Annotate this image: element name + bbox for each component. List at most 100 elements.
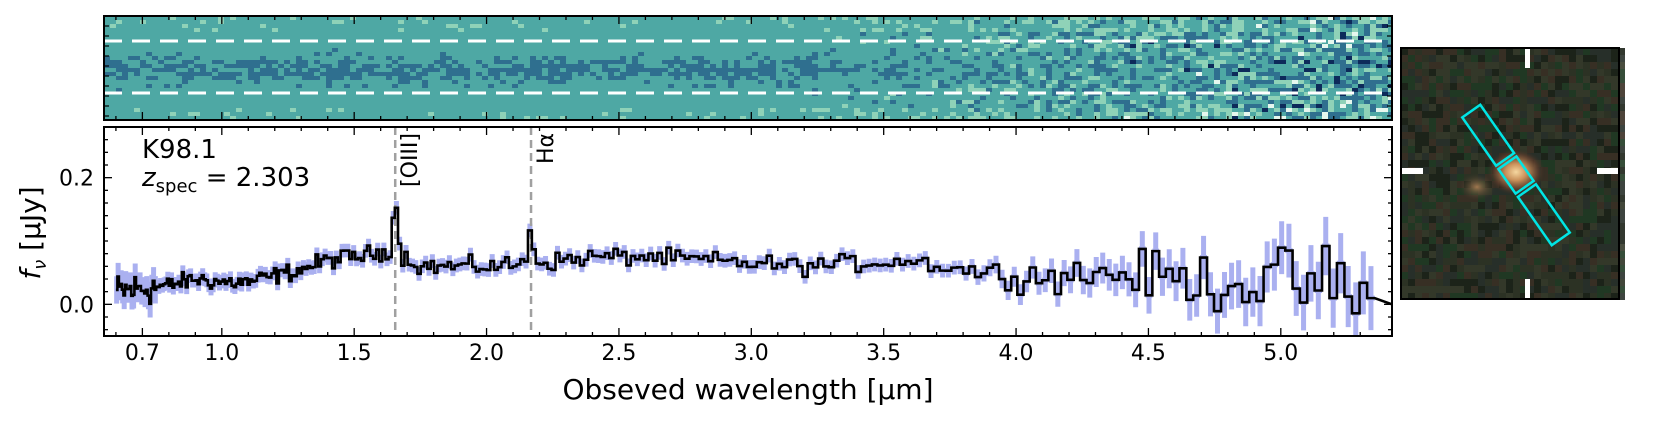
heatmap-cell <box>1202 52 1208 56</box>
heatmap-cell <box>740 28 746 32</box>
heatmap-cell <box>206 24 212 28</box>
heatmap-cell <box>110 88 116 92</box>
heatmap-cell <box>320 24 326 28</box>
heatmap-cell <box>662 104 668 108</box>
heatmap-cell <box>410 60 416 64</box>
heatmap-cell <box>374 96 380 100</box>
heatmap-cell <box>590 72 596 76</box>
heatmap-cell <box>1034 44 1040 48</box>
heatmap-cell <box>950 80 956 84</box>
heatmap-cell <box>1028 104 1034 108</box>
heatmap-cell <box>320 104 326 108</box>
heatmap-cell <box>404 80 410 84</box>
heatmap-cell <box>260 72 266 76</box>
heatmap-cell <box>920 20 926 24</box>
heatmap-cell <box>446 32 452 36</box>
heatmap-cell <box>1118 36 1124 40</box>
heatmap-cell <box>1166 24 1172 28</box>
heatmap-cell <box>1148 76 1154 80</box>
heatmap-cell <box>398 72 404 76</box>
heatmap-cell <box>614 80 620 84</box>
heatmap-cell <box>818 28 824 32</box>
heatmap-cell <box>176 56 182 60</box>
heatmap-cell <box>746 100 752 104</box>
heatmap-cell <box>296 84 302 88</box>
heatmap-cell <box>794 60 800 64</box>
heatmap-cell <box>674 72 680 76</box>
heatmap-cell <box>602 32 608 36</box>
heatmap-cell <box>1238 48 1244 52</box>
heatmap-cell <box>482 44 488 48</box>
heatmap-cell <box>854 88 860 92</box>
heatmap-cell <box>554 16 560 20</box>
heatmap-cell <box>986 64 992 68</box>
heatmap-cell <box>1220 20 1226 24</box>
heatmap-cell <box>1136 96 1142 100</box>
heatmap-cell <box>1118 56 1124 60</box>
heatmap-cell <box>134 112 140 116</box>
heatmap-cell <box>404 92 410 96</box>
heatmap-cell <box>290 20 296 24</box>
heatmap-cell <box>158 100 164 104</box>
heatmap-cell <box>320 116 326 120</box>
heatmap-cell <box>794 52 800 56</box>
heatmap-cell <box>794 48 800 52</box>
heatmap-cell <box>1124 96 1130 100</box>
heatmap-cell <box>1028 36 1034 40</box>
heatmap-cell <box>110 16 116 20</box>
heatmap-cell <box>920 36 926 40</box>
heatmap-cell <box>140 60 146 64</box>
heatmap-cell <box>992 44 998 48</box>
heatmap-cell <box>158 64 164 68</box>
heatmap-cell <box>614 108 620 112</box>
heatmap-cell <box>1118 72 1124 76</box>
heatmap-cell <box>1232 76 1238 80</box>
heatmap-cell <box>896 72 902 76</box>
heatmap-cell <box>740 96 746 100</box>
heatmap-cell <box>404 104 410 108</box>
heatmap-cell <box>1064 44 1070 48</box>
heatmap-cell <box>194 56 200 60</box>
heatmap-cell <box>1046 64 1052 68</box>
heatmap-cell <box>344 68 350 72</box>
heatmap-cell <box>848 92 854 96</box>
heatmap-cell <box>368 48 374 52</box>
heatmap-cell <box>866 88 872 92</box>
heatmap-cell <box>1058 88 1064 92</box>
heatmap-cell <box>416 60 422 64</box>
heatmap-cell <box>452 28 458 32</box>
heatmap-cell <box>698 60 704 64</box>
heatmap-cell <box>1070 112 1076 116</box>
heatmap-cell <box>830 68 836 72</box>
heatmap-cell <box>200 104 206 108</box>
heatmap-cell <box>1196 72 1202 76</box>
heatmap-cell <box>332 96 338 100</box>
heatmap-cell <box>320 100 326 104</box>
heatmap-cell <box>656 100 662 104</box>
heatmap-cell <box>164 100 170 104</box>
heatmap-cell <box>1130 64 1136 68</box>
heatmap-cell <box>1244 112 1250 116</box>
heatmap-cell <box>740 44 746 48</box>
heatmap-cell <box>122 104 128 108</box>
heatmap-cell <box>158 112 164 116</box>
heatmap-cell <box>854 52 860 56</box>
heatmap-cell <box>1142 28 1148 32</box>
heatmap-cell <box>596 36 602 40</box>
heatmap-cell <box>1004 52 1010 56</box>
heatmap-cell <box>272 28 278 32</box>
heatmap-cell <box>674 20 680 24</box>
heatmap-cell <box>566 88 572 92</box>
heatmap-cell <box>668 112 674 116</box>
heatmap-cell <box>392 36 398 40</box>
heatmap-cell <box>536 52 542 56</box>
heatmap-cell <box>1232 48 1238 52</box>
heatmap-cell <box>404 52 410 56</box>
heatmap-cell <box>368 60 374 64</box>
heatmap-cell <box>1118 52 1124 56</box>
heatmap-cell <box>146 52 152 56</box>
heatmap-cell <box>776 72 782 76</box>
heatmap-cell <box>218 112 224 116</box>
heatmap-cell <box>752 60 758 64</box>
heatmap-cell <box>788 116 794 120</box>
